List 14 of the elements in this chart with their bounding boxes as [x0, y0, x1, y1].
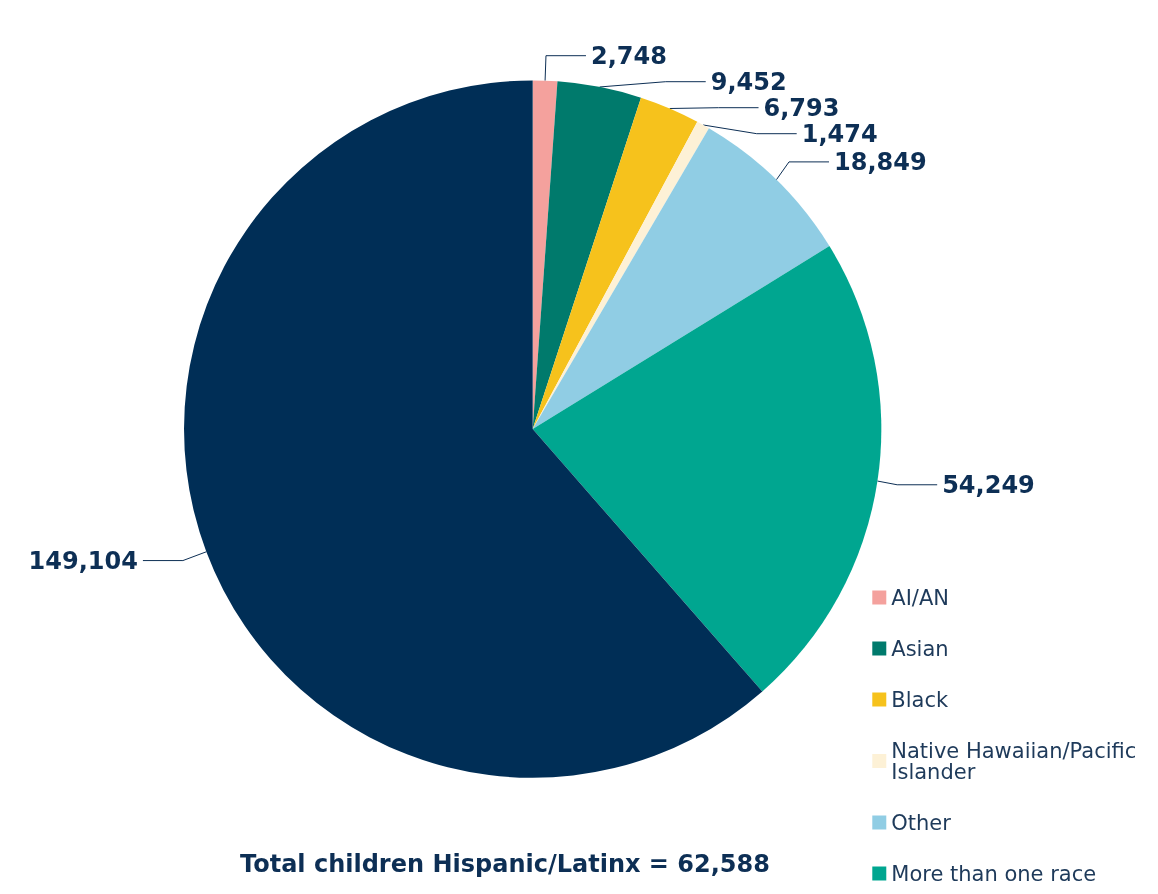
data-label: 2,748: [590, 41, 667, 70]
data-label: 1,474: [801, 119, 878, 148]
data-label: 54,249: [942, 470, 1035, 499]
data-label: 18,849: [834, 147, 927, 176]
data-label: 9,452: [710, 67, 787, 96]
legend-label: Asian: [891, 636, 949, 661]
text: Total children Hispanic/Latinx = 62,588: [240, 850, 770, 878]
legend-label: Native Hawaiian/Pacific Islander: [891, 738, 1144, 784]
legend-label: AI/AN: [891, 585, 950, 610]
data-label: 6,793: [763, 93, 840, 122]
legend-label: More than one race: [891, 861, 1097, 886]
data-label: 149,104: [28, 546, 138, 575]
legend-label: Black: [891, 687, 949, 712]
legend-label: Other: [891, 810, 952, 835]
